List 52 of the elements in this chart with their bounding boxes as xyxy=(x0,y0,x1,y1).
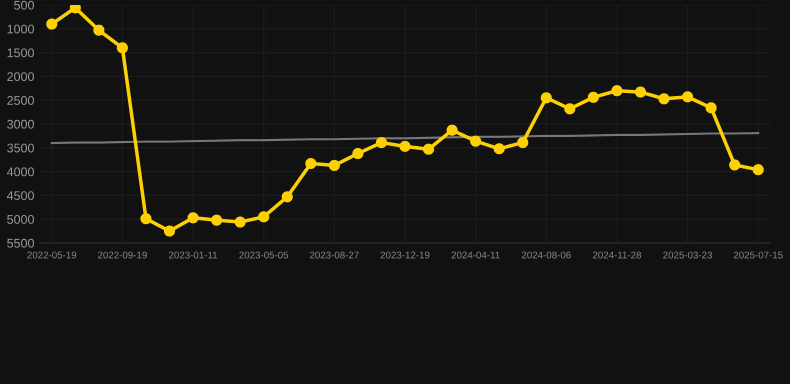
point xyxy=(328,160,340,171)
point xyxy=(446,124,458,136)
point xyxy=(564,103,576,114)
point xyxy=(352,148,364,160)
y-tick-label: 5000 xyxy=(7,215,34,224)
point xyxy=(116,42,128,54)
x-tick-label: 2022-05-19 xyxy=(27,252,76,258)
point xyxy=(399,140,411,152)
x-tick-label: 2024-04-11 xyxy=(452,252,500,258)
y-tick-label: 500 xyxy=(14,0,34,10)
point xyxy=(658,93,670,104)
y-tick-label: 4500 xyxy=(6,191,34,200)
point xyxy=(752,164,764,176)
y-tick-label: 4000 xyxy=(6,167,34,176)
point xyxy=(729,159,740,170)
x-tick-label: 2024-11-28 xyxy=(592,252,642,258)
point xyxy=(164,226,176,237)
x-tick-label: 2024-08-06 xyxy=(522,252,571,258)
point xyxy=(682,91,694,102)
point xyxy=(93,24,104,36)
point xyxy=(140,213,152,224)
point xyxy=(517,137,528,148)
point xyxy=(46,18,58,30)
y-tick-label: 2000 xyxy=(7,72,34,82)
point xyxy=(234,216,246,228)
x-tick-label: 2023-12-19 xyxy=(380,252,430,258)
y-tick-label: 1000 xyxy=(8,24,34,34)
point xyxy=(540,92,552,104)
x-tick-label: 2023-08-27 xyxy=(310,252,359,258)
point xyxy=(494,143,505,154)
point xyxy=(634,86,646,98)
x-tick-label: 2022-09-19 xyxy=(98,252,147,258)
y-tick-label: 1500 xyxy=(8,48,34,58)
y-tick-label: 3000 xyxy=(7,120,34,129)
point xyxy=(188,212,199,224)
point xyxy=(282,191,293,202)
point xyxy=(422,144,434,155)
y-tick-label: 5500 xyxy=(7,238,34,248)
x-tick-label: 2023-05-05 xyxy=(239,252,288,258)
y-tick-label: 3500 xyxy=(7,144,34,152)
x-tick-label: 2023-01-11 xyxy=(169,252,218,258)
point xyxy=(470,136,482,147)
point xyxy=(258,211,270,222)
x-tick-label: 2025-03-23 xyxy=(663,252,712,258)
x-tick-label: 2025-07-15 xyxy=(734,252,783,258)
point xyxy=(305,158,316,170)
y-tick-label: 2500 xyxy=(7,96,34,105)
point xyxy=(706,102,717,114)
point xyxy=(211,214,222,226)
point xyxy=(611,85,622,96)
point xyxy=(588,92,599,103)
point xyxy=(376,137,388,148)
